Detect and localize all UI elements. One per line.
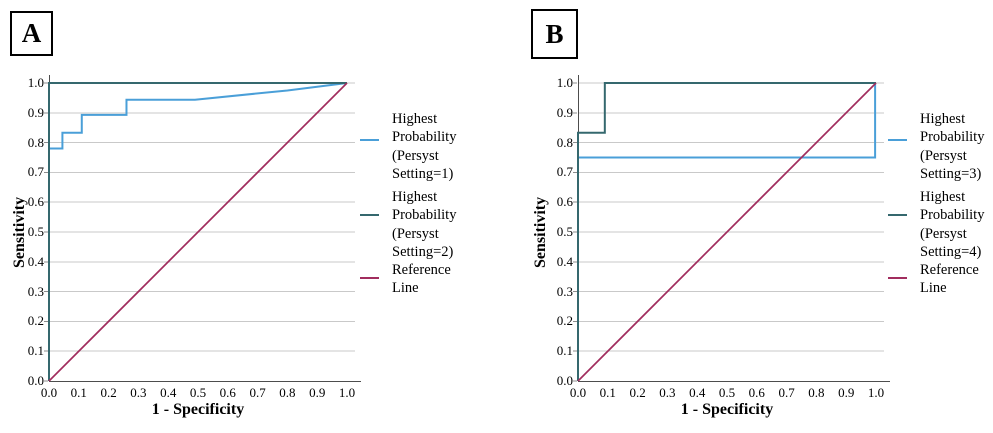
y-tick-label: 0.2 (556, 313, 573, 329)
x-tick-label: 0.7 (778, 385, 795, 400)
panel-b-x-axis-title: 1 - Specificity (680, 401, 774, 418)
y-tick-label: 0.8 (27, 134, 44, 150)
legend-label: Reference Line (920, 262, 979, 297)
panel-a-x-axis-title: 1 - Specificity (151, 401, 245, 418)
y-tick-label: 0.4 (27, 253, 44, 269)
y-tick-label: 0.7 (27, 164, 44, 180)
y-tick-label: 0.0 (556, 373, 573, 388)
x-tick-label: 0.3 (130, 385, 147, 400)
x-tick-label: 0.3 (659, 385, 676, 400)
legend-label: Highest Probability (Persyst Setting=4) (920, 189, 985, 260)
y-tick-label: 0.5 (27, 224, 44, 239)
legend-label: Reference Line (392, 262, 451, 297)
y-tick-label: 0.3 (27, 283, 44, 299)
y-tick-label: 0.6 (556, 194, 573, 210)
x-tick-label: 0.8 (279, 385, 296, 400)
y-tick-label: 0.9 (27, 104, 44, 120)
roc-curve-highest-probability-persyst-setting-1- (48, 82, 348, 381)
x-tick-label: 0.5 (718, 385, 736, 400)
y-tick-label: 0.5 (556, 224, 573, 239)
x-tick-label: 0.1 (599, 385, 616, 400)
y-tick-label: 0.1 (556, 343, 573, 359)
y-tick-label: 0.8 (556, 134, 573, 150)
legend-label: Highest Probability (Persyst Setting=1) (392, 111, 457, 182)
panel-a-label-box: A (10, 11, 53, 56)
x-tick-label: 0.8 (808, 385, 825, 400)
x-tick-label: 0.2 (100, 385, 117, 400)
y-tick-label: 0.4 (556, 253, 573, 269)
roc-curve-highest-probability-persyst-setting-4- (577, 82, 876, 381)
x-tick-label: 0.4 (160, 385, 177, 400)
y-tick-label: 0.1 (27, 343, 44, 359)
y-tick-label: 0.7 (556, 164, 573, 180)
x-tick-label: 1.0 (867, 385, 885, 400)
x-tick-label: 0.4 (689, 385, 706, 400)
y-tick-label: 0.3 (556, 283, 573, 299)
x-tick-label: 0.5 (189, 385, 207, 400)
x-tick-label: 0.2 (629, 385, 646, 400)
x-tick-label: 0.6 (219, 385, 236, 400)
x-tick-label: 1.0 (338, 385, 356, 400)
roc-curve-reference-line (48, 82, 348, 382)
x-tick-label: 0.9 (838, 385, 855, 400)
panel-b-letter: B (545, 18, 564, 49)
y-tick-label: 0.6 (27, 194, 44, 210)
roc-curve-reference-line (577, 82, 877, 382)
x-tick-label: 0.0 (40, 385, 58, 400)
x-tick-label: 0.9 (309, 385, 326, 400)
y-tick-label: 0.2 (27, 313, 44, 329)
legend-label: Highest Probability (Persyst Setting=3) (920, 111, 985, 182)
x-tick-label: 0.7 (249, 385, 266, 400)
y-tick-label: 0.0 (27, 373, 44, 388)
y-tick-label: 1.0 (27, 75, 44, 90)
roc-curve-highest-probability-persyst-setting-2- (48, 82, 347, 381)
x-tick-label: 0.0 (569, 385, 587, 400)
panel-b-label-box: B (531, 9, 578, 59)
panel-a-letter: A (21, 18, 42, 48)
y-tick-label: 0.9 (556, 104, 573, 120)
y-tick-label: 1.0 (556, 75, 573, 90)
legend-label: Highest Probability (Persyst Setting=2) (392, 189, 457, 260)
x-tick-label: 0.6 (748, 385, 765, 400)
x-tick-label: 0.1 (70, 385, 87, 400)
